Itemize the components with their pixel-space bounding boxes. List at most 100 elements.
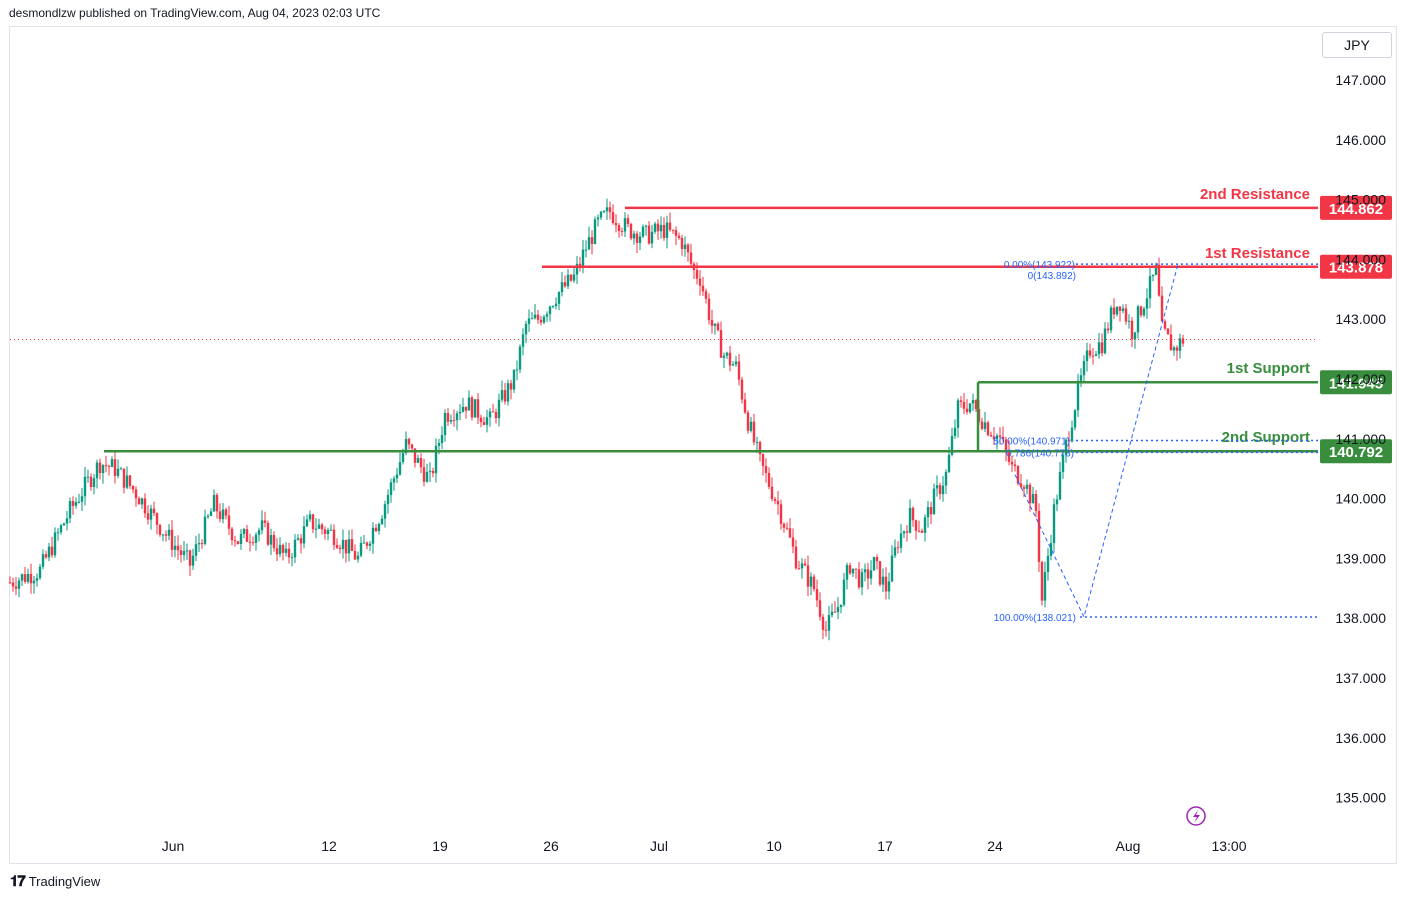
- candle-body: [1061, 454, 1065, 472]
- candle-body: [755, 442, 759, 444]
- candle-body: [1178, 338, 1182, 351]
- candle-body: [182, 550, 186, 555]
- candle-body: [368, 543, 372, 546]
- y-tick-label: 142.000: [1335, 371, 1386, 387]
- candle-body: [62, 523, 66, 526]
- y-tick-label: 137.000: [1335, 670, 1386, 686]
- candle-body: [1136, 306, 1140, 333]
- candle-body: [146, 513, 150, 520]
- x-tick-label: 26: [543, 838, 559, 854]
- candle-body: [464, 406, 468, 411]
- candle-body: [866, 569, 870, 579]
- level-label: 2nd Support: [1222, 429, 1310, 446]
- candle-body: [416, 458, 420, 463]
- candle-body: [356, 555, 360, 560]
- candle-body: [1046, 555, 1050, 573]
- candle-body: [1079, 375, 1083, 381]
- y-tick-label: 136.000: [1335, 730, 1386, 746]
- candle-body: [1004, 439, 1008, 451]
- candle-body: [842, 579, 846, 605]
- candle-body: [1058, 471, 1062, 500]
- candle-body: [722, 355, 726, 358]
- candle-body: [572, 274, 576, 281]
- candle-body: [725, 352, 729, 356]
- candle-body: [665, 222, 669, 238]
- candle-body: [59, 525, 63, 533]
- candle-body: [935, 485, 939, 489]
- candle-body: [824, 629, 828, 631]
- candle-body: [608, 207, 612, 213]
- candle-body: [236, 541, 240, 545]
- replay-icon[interactable]: [1186, 806, 1206, 826]
- candle-body: [512, 369, 516, 390]
- candle-body: [716, 323, 720, 331]
- candle-body: [26, 573, 30, 582]
- candle-body: [659, 224, 663, 232]
- candle-body: [332, 529, 336, 545]
- candle-body: [1070, 427, 1074, 442]
- candle-body: [440, 434, 444, 443]
- candle-body: [896, 547, 900, 549]
- candle-body: [629, 223, 633, 239]
- candle-body: [242, 529, 246, 534]
- candle-body: [596, 217, 600, 220]
- candle-body: [431, 470, 435, 474]
- level-label: 2nd Resistance: [1200, 186, 1310, 203]
- candle-body: [506, 383, 510, 402]
- candle-body: [446, 412, 450, 422]
- candle-body: [698, 278, 702, 286]
- candle-body: [20, 574, 24, 581]
- candle-body: [317, 524, 321, 529]
- candle-body: [110, 459, 114, 467]
- candle-body: [770, 486, 774, 499]
- candle-body: [41, 554, 45, 567]
- candle-body: [257, 530, 261, 535]
- candle-body: [365, 542, 369, 546]
- candle-body: [1010, 461, 1014, 465]
- candle-body: [782, 523, 786, 528]
- candle-body: [590, 237, 594, 244]
- footer: 𝟏𝟕 TradingView: [10, 873, 100, 890]
- candle-body: [584, 249, 588, 251]
- candle-body: [1124, 308, 1128, 322]
- candle-body: [221, 509, 225, 520]
- candle-body: [149, 508, 153, 520]
- candle-body: [788, 528, 792, 538]
- candle-body: [467, 397, 471, 411]
- candle-body: [800, 563, 804, 569]
- candle-body: [128, 475, 132, 486]
- fib-label: 100.00%(138.021): [994, 613, 1076, 624]
- candle-body: [566, 274, 570, 287]
- candle-body: [251, 542, 255, 544]
- y-tick-label: 141.000: [1335, 431, 1386, 447]
- tradingview-logo-icon: 𝟏𝟕: [10, 873, 26, 890]
- candle-body: [188, 550, 192, 566]
- candle-body: [113, 459, 117, 476]
- y-tick-label: 138.000: [1335, 610, 1386, 626]
- candle-body: [482, 422, 486, 425]
- candle-body: [575, 263, 579, 275]
- candle-body: [1103, 328, 1107, 354]
- candle-body: [986, 422, 990, 436]
- candle-body: [32, 580, 36, 584]
- x-tick-label: 10: [766, 838, 782, 854]
- candle-body: [131, 485, 135, 490]
- candle-body: [578, 263, 582, 266]
- candle-body: [239, 533, 243, 545]
- candle-body: [932, 488, 936, 515]
- candle-body: [1181, 338, 1185, 344]
- candle-body: [902, 531, 906, 534]
- candle-body: [1007, 450, 1011, 462]
- candle-body: [152, 508, 156, 514]
- footer-brand[interactable]: TradingView: [28, 874, 101, 889]
- y-tick-label: 144.000: [1335, 251, 1386, 267]
- candle-body: [992, 436, 996, 440]
- currency-button[interactable]: JPY: [1322, 32, 1392, 58]
- candle-body: [821, 616, 825, 630]
- candle-body: [434, 445, 438, 474]
- candle-body: [1139, 306, 1143, 316]
- candle-body: [35, 578, 39, 581]
- x-tick-label: 24: [987, 838, 1003, 854]
- candle-body: [254, 534, 258, 543]
- candle-body: [1115, 306, 1119, 315]
